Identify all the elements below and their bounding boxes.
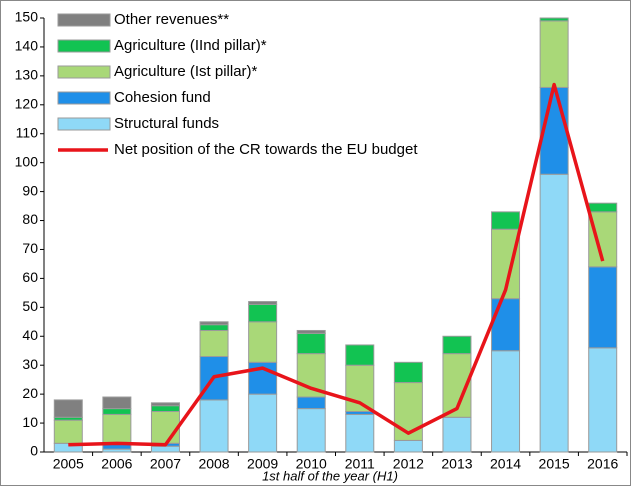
legend-label: Agriculture (Ist pillar)*	[114, 63, 258, 80]
bar-segment	[102, 413, 132, 444]
x-tick-label: 2005	[53, 456, 84, 472]
bar-segment	[296, 329, 326, 334]
x-tick-label: 2006	[101, 456, 132, 472]
bar-segment	[539, 17, 569, 22]
bar-segment	[345, 413, 375, 453]
bar-segment	[199, 324, 229, 331]
bar-segment	[199, 321, 229, 326]
x-tick-label: 2012	[393, 456, 424, 472]
bar-segment	[588, 202, 618, 213]
x-axis-label: 1st half of the year (H1)	[262, 468, 398, 483]
bar-segment	[248, 393, 278, 453]
y-tick-label: 110	[16, 124, 39, 140]
bar-segment	[199, 399, 229, 453]
legend-swatch	[57, 39, 111, 53]
legend-label: Other revenues**	[114, 11, 229, 28]
bar-segment	[491, 350, 521, 453]
y-tick-label: 60	[22, 269, 38, 285]
bar-segment	[248, 303, 278, 323]
legend-label: Structural funds	[114, 115, 219, 132]
bar-segment	[442, 335, 472, 355]
bar-segment	[296, 408, 326, 453]
legend-swatch	[57, 13, 111, 27]
bar-segment	[150, 445, 180, 453]
bar-segment	[539, 20, 569, 88]
bar-segment	[248, 301, 278, 305]
bar-segment	[491, 211, 521, 230]
legend-label: Cohesion fund	[114, 89, 211, 106]
x-tick-label: 2013	[441, 456, 472, 472]
bar-segment	[393, 439, 423, 453]
x-tick-label: 2014	[490, 456, 521, 472]
legend: Other revenues** Agriculture (IInd pillar…	[57, 11, 418, 158]
legend-swatch	[57, 91, 111, 105]
bar-segment	[53, 419, 83, 444]
y-tick-label: 0	[30, 443, 38, 459]
bar-segment	[199, 329, 229, 358]
bar-segment	[491, 298, 521, 352]
legend-swatch	[57, 65, 111, 79]
bar-segment	[102, 408, 132, 415]
legend-label: Net position of the CR towards the EU bu…	[114, 141, 418, 158]
y-tick-label: 90	[22, 182, 38, 198]
bar-segment	[248, 321, 278, 363]
x-tick-label: 2016	[587, 456, 618, 472]
y-tick-label: 120	[15, 96, 39, 112]
y-tick-label: 130	[15, 67, 39, 83]
line	[68, 82, 605, 447]
y-tick-label: 10	[22, 414, 38, 430]
bar-segment	[539, 173, 569, 453]
bar-segment	[53, 399, 83, 418]
y-tick-label: 50	[22, 298, 38, 314]
x-tick-label: 2008	[198, 456, 229, 472]
y-tick-label: 100	[15, 153, 39, 169]
y-tick-label: 70	[22, 240, 38, 256]
x-tick-label: 2010	[296, 456, 327, 472]
bar-segment	[150, 402, 180, 407]
bar-segment	[393, 361, 423, 384]
x-tick-label: 2011	[345, 456, 375, 472]
x-tick-label: 2009	[247, 456, 278, 472]
x-tick-label: 2007	[150, 456, 181, 472]
bar-segment	[296, 396, 326, 410]
bar-segment	[588, 347, 618, 453]
bar-segment	[345, 344, 375, 366]
legend-swatch	[57, 117, 111, 131]
bar-segment	[393, 382, 423, 441]
x-tick-label: 2015	[539, 456, 570, 472]
bar-segment	[102, 396, 132, 410]
bar-segment	[150, 410, 180, 444]
legend-label: Agriculture (IInd pillar)*	[114, 37, 267, 54]
bar-segment	[296, 332, 326, 355]
y-tick-label: 40	[22, 327, 38, 343]
y-tick-label: 80	[22, 211, 38, 227]
bar-segment	[442, 416, 472, 453]
y-tick-label: 150	[15, 9, 39, 25]
y-tick-label: 140	[15, 38, 39, 54]
bar-segment	[150, 405, 180, 412]
bar-segment	[588, 266, 618, 349]
y-tick-label: 30	[22, 356, 38, 372]
y-tick-label: 20	[22, 385, 38, 401]
